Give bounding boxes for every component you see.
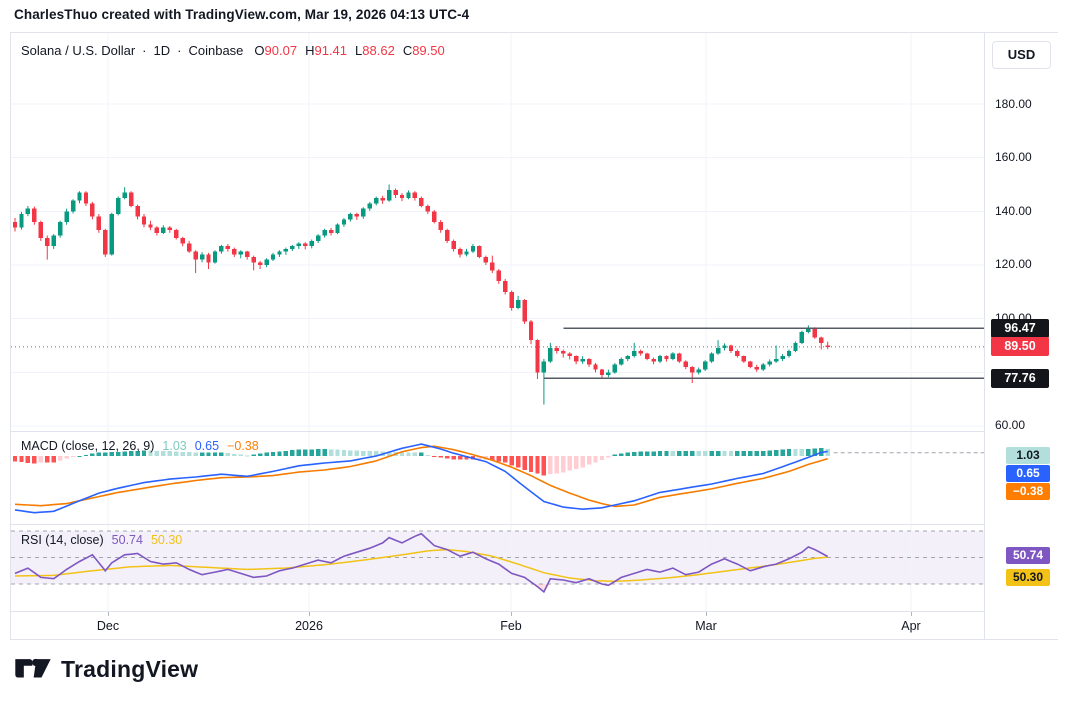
tradingview-logo-text: TradingView (61, 655, 199, 682)
symbol-title: Solana / U.S. Dollar (21, 43, 136, 58)
macd-line-value: 0.65 (194, 439, 220, 453)
tradingview-logo-icon (15, 658, 51, 678)
macd-signal-badge: −0.38 (1006, 483, 1050, 500)
time-tick-mark (309, 612, 310, 616)
rsi-value: 50.74 (111, 533, 143, 547)
rsi-ma-badge: 50.30 (1006, 569, 1050, 586)
low-value: L88.62 (355, 43, 395, 58)
pane-separator[interactable] (11, 524, 1057, 525)
rsi-value-badge: 50.74 (1006, 547, 1050, 564)
time-tick-mark (108, 612, 109, 616)
time-axis-label: Apr (901, 619, 921, 633)
price-tick-label: 180.00 (995, 96, 1032, 111)
price-tick-label: 120.00 (995, 257, 1032, 272)
legend-dot: · (142, 43, 147, 58)
rsi-ma-value: 50.30 (150, 533, 183, 547)
close-value: C89.50 (402, 43, 445, 58)
time-tick-mark (706, 612, 707, 616)
ohlc-values: O90.07 H91.41 L88.62 C89.50 (254, 43, 444, 58)
time-tick-mark (911, 612, 912, 616)
legend-dot: · (177, 43, 182, 58)
rsi-pane-canvas[interactable] (11, 524, 984, 611)
rsi-indicator-header[interactable]: RSI (14, close) 50.74 50.30 (21, 533, 182, 547)
price-pane-canvas[interactable] (11, 33, 984, 431)
symbol-legend[interactable]: Solana / U.S. Dollar · 1D · Coinbase O90… (21, 43, 445, 58)
last-price-badge: 89.50 (991, 337, 1049, 357)
price-tick-label: 140.00 (995, 203, 1032, 218)
macd-title: MACD (close, 12, 26, 9) (21, 439, 155, 453)
macd-hist-value: 1.03 (162, 439, 187, 453)
price-axis[interactable]: USD 180.00160.00140.00120.00100.0060.009… (984, 33, 1058, 639)
time-axis-label: 2026 (295, 619, 323, 633)
rsi-title: RSI (14, close) (21, 533, 104, 547)
attribution-text: CharlesThuo created with TradingView.com… (14, 7, 470, 22)
macd-line-badge: 0.65 (1006, 465, 1050, 482)
time-tick-mark (511, 612, 512, 616)
interval-label: 1D (153, 43, 171, 58)
chart-container: Solana / U.S. Dollar · 1D · Coinbase O90… (10, 32, 1058, 640)
pane-separator[interactable] (11, 431, 1057, 432)
tradingview-logo-link[interactable]: TradingView (14, 653, 198, 685)
exchange-label: Coinbase (188, 43, 244, 58)
currency-toggle-button[interactable]: USD (992, 41, 1051, 69)
high-value: H91.41 (305, 43, 348, 58)
macd-hist-badge: 1.03 (1006, 447, 1050, 464)
macd-indicator-header[interactable]: MACD (close, 12, 26, 9) 1.03 0.65 −0.38 (21, 439, 259, 453)
time-axis-label: Feb (500, 619, 522, 633)
time-axis-label: Dec (96, 619, 120, 633)
time-axis[interactable]: Dec 2026 Feb Mar Apr (11, 611, 984, 640)
price-tick-label: 160.00 (995, 150, 1032, 165)
support-price-badge: 77.76 (991, 368, 1049, 388)
resistance-price-badge: 96.47 (991, 318, 1049, 338)
price-tick-label: 60.00 (995, 418, 1026, 433)
time-axis-label: Mar (695, 619, 717, 633)
macd-pane-canvas[interactable] (11, 431, 984, 524)
open-value: O90.07 (254, 43, 298, 58)
macd-signal-value: −0.38 (227, 439, 259, 453)
